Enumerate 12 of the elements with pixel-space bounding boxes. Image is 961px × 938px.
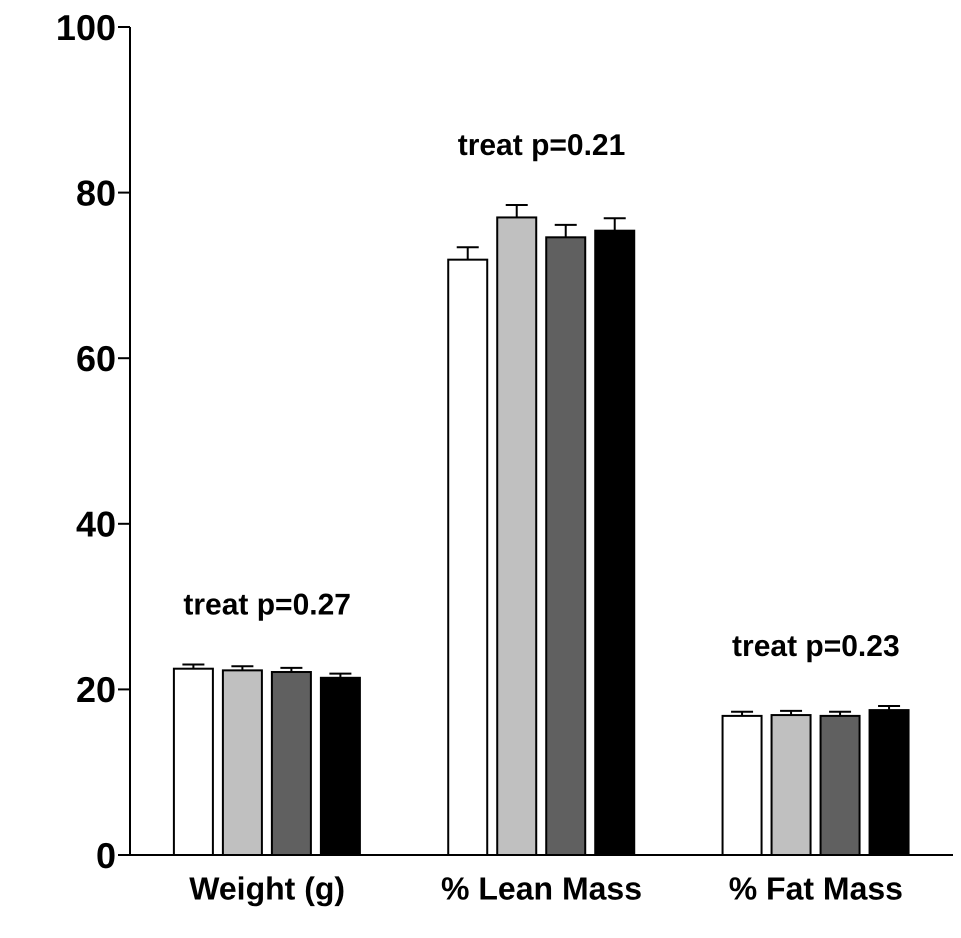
annotation: treat p=0.21 [458, 129, 626, 162]
y-tick-label: 100 [56, 6, 116, 48]
y-tick-label: 40 [76, 504, 116, 545]
x-tick-label: % Lean Mass [441, 870, 642, 907]
annotation: treat p=0.27 [183, 588, 351, 622]
x-tick-label: % Fat Mass [728, 870, 903, 907]
y-tick-label: 20 [76, 669, 116, 710]
y-tick-label: 60 [76, 338, 116, 379]
y-tick-label: 0 [96, 834, 116, 876]
annotation: treat p=0.23 [732, 630, 900, 663]
x-tick-label: Weight (g) [189, 870, 346, 907]
y-tick-label: 80 [76, 172, 116, 214]
